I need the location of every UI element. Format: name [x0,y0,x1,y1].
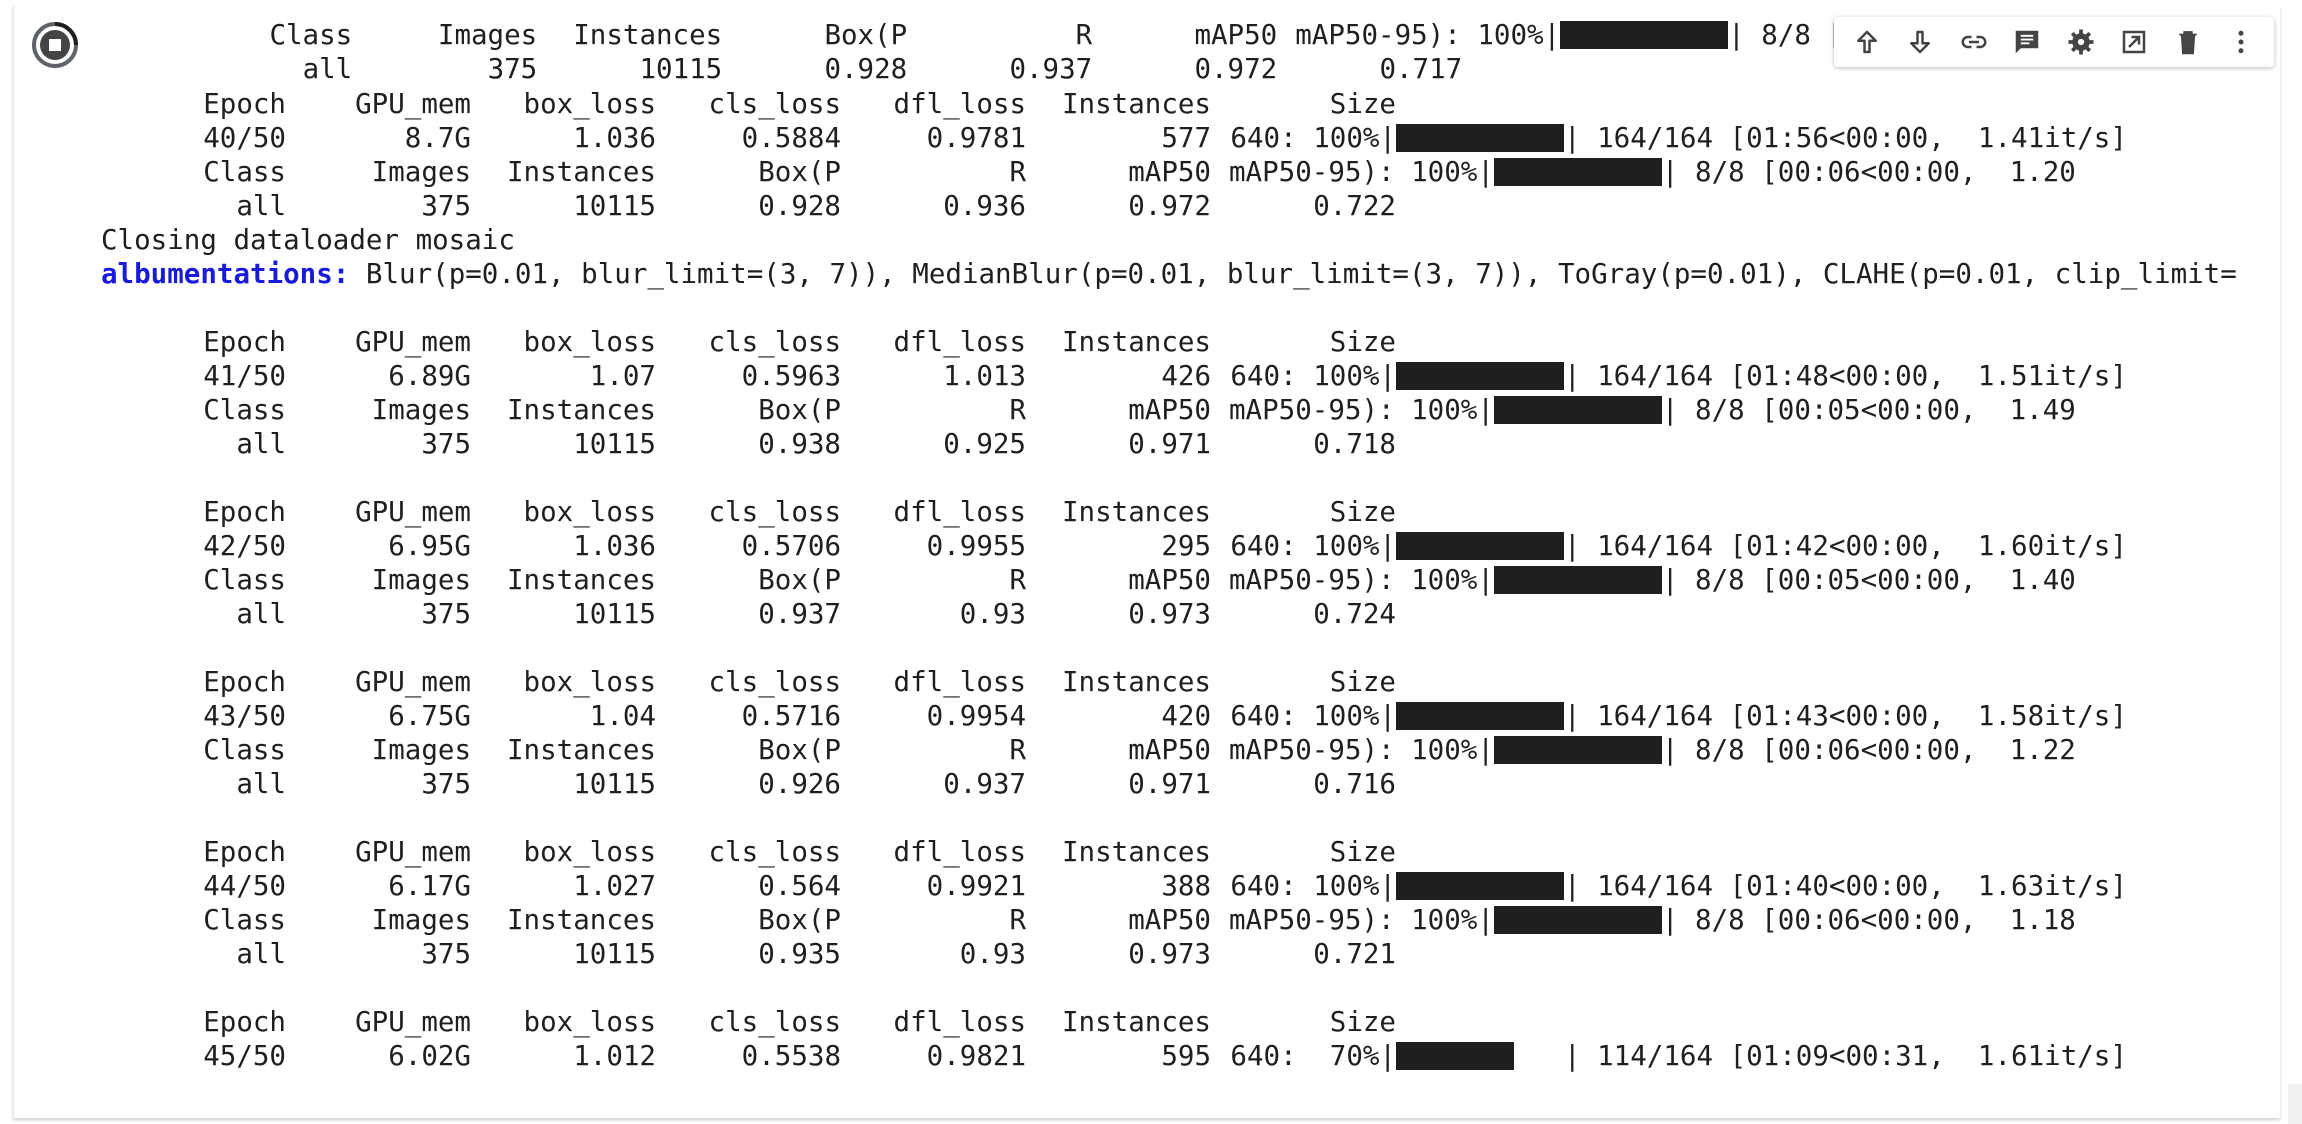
epoch-train-line: 42/50 6.95G 1.036 0.5706 0.9955 295 640: 100%|… [203,530,2127,562]
albumentations-line: albumentations: Blur(p=0.01, blur_limit=… [101,258,2237,290]
arrow-up-icon [1856,30,1877,54]
epoch-train-line: 43/50 6.75G 1.04 0.5716 0.9954 420 640: 100%| |… [203,700,2127,732]
train-progress-bar [1396,702,1564,730]
train-progress-bar [1396,532,1564,560]
mirror-tab-icon [2123,30,2146,54]
gear-icon [2068,29,2094,55]
closing-dataloader-line: Closing dataloader mosaic [101,224,515,256]
link-to-cell-button[interactable] [1952,20,1996,64]
trash-icon [2179,31,2197,55]
link-icon [1961,35,1987,49]
train-progress-bar [1396,872,1564,900]
scrollbar[interactable] [2288,1084,2302,1124]
cell-settings-button[interactable] [2059,20,2103,64]
val-progress-bar [1493,906,1662,934]
more-actions-button[interactable] [2219,20,2263,64]
train-progress-bar [1396,1042,1514,1070]
epoch-header-line: Epoch GPU_mem box_loss cls_loss dfl_loss Inst… [203,326,1396,358]
more-vert-icon [2238,30,2244,54]
epoch-header-line: Epoch GPU_mem box_loss cls_loss dfl_loss Inst… [203,88,1396,120]
stop-icon [32,22,78,68]
val-metrics-line: all 375 10115 0.928 0.937 0.972 0.717 [302,53,1463,85]
val-progress-bar [1493,566,1662,594]
mirror-cell-button[interactable] [2112,20,2156,64]
arrow-down-icon [1910,30,1931,54]
val-progress-bar [1560,21,1729,49]
train-progress-bar [1396,362,1564,390]
val-progress-bar [1493,736,1662,764]
val-metrics-line: all 375 10115 0.928 0.936 0.972 0.722 [236,190,1396,222]
add-comment-button[interactable] [2005,20,2049,64]
epoch-header-line: Epoch GPU_mem box_loss cls_loss dfl_loss Inst… [203,666,1396,698]
epoch-train-line: 41/50 6.89G 1.07 0.5963 1.013 426 640: 100%| | … [203,360,2127,392]
val-progress-bar [1493,396,1662,424]
val-metrics-line: all 375 10115 0.926 0.937 0.971 0.716 [236,768,1396,800]
epoch-header-line: Epoch GPU_mem box_loss cls_loss dfl_loss Inst… [203,1006,1396,1038]
epoch-header-line: Epoch GPU_mem box_loss cls_loss dfl_loss Inst… [203,496,1396,528]
cell-toolbar [1834,17,2274,67]
code-cell [13,6,2280,1118]
move-cell-up-button[interactable] [1845,20,1889,64]
val-metrics-line: all 375 10115 0.937 0.93 0.973 0.724 [236,598,1396,630]
epoch-train-line: 44/50 6.17G 1.027 0.564 0.9921 388 640: 100%| |… [203,870,2127,902]
epoch-train-line: 40/50 8.7G 1.036 0.5884 0.9781 577 640: 100%| |… [203,122,2127,154]
epoch-header-line: Epoch GPU_mem box_loss cls_loss dfl_loss Inst… [203,836,1396,868]
delete-cell-button[interactable] [2166,20,2210,64]
comment-icon [2016,30,2039,54]
run-cell-button[interactable] [30,20,80,70]
move-cell-down-button[interactable] [1898,20,1942,64]
val-progress-bar [1493,158,1662,186]
val-metrics-line: all 375 10115 0.938 0.925 0.971 0.718 [236,428,1396,460]
train-progress-bar [1396,124,1564,152]
epoch-train-line: 45/50 6.02G 1.012 0.5538 0.9821 595 640: 70%| |… [203,1040,2127,1072]
val-metrics-line: all 375 10115 0.935 0.93 0.973 0.721 [236,938,1396,970]
